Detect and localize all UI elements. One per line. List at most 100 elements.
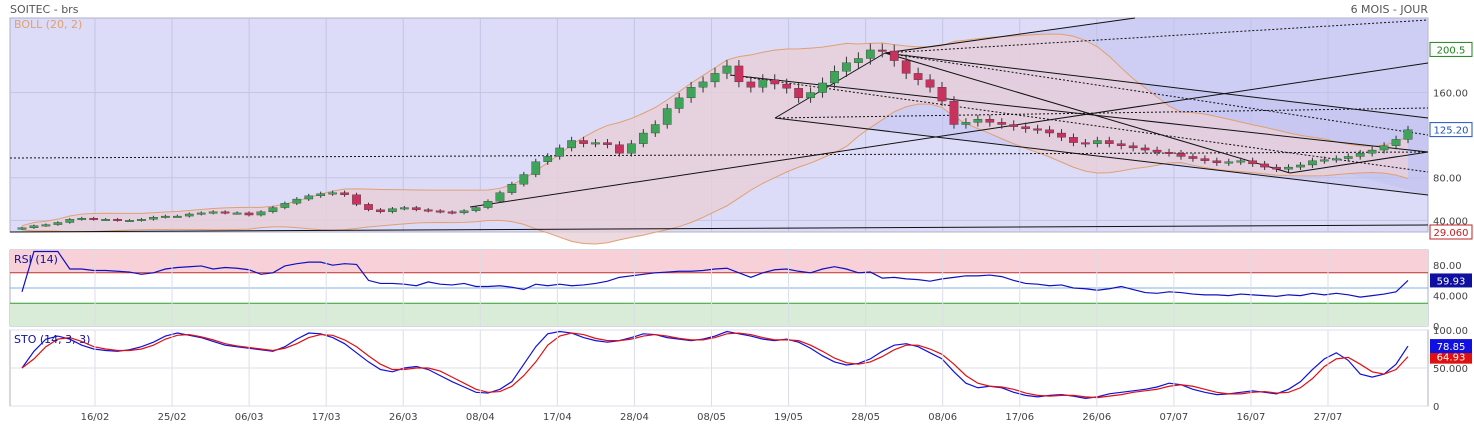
candle-up	[638, 132, 648, 144]
candle-down	[447, 211, 457, 214]
trend-line	[9, 224, 1429, 233]
candle-up	[1379, 145, 1389, 151]
candle-up	[1284, 166, 1293, 170]
x-tick-label: 08/05	[697, 412, 726, 423]
candle-down	[1057, 132, 1066, 138]
chart-period: 6 MOIS - JOUR	[1351, 3, 1429, 16]
x-tick-label: 07/07	[1159, 412, 1188, 423]
candle-up	[1343, 156, 1353, 159]
candle-up	[161, 215, 170, 218]
x-tick-label: 27/07	[1314, 412, 1343, 423]
candle-down	[734, 65, 744, 83]
candle-up	[1296, 164, 1305, 168]
x-tick-label: 16/07	[1237, 412, 1266, 423]
candle-up	[674, 97, 684, 109]
candle-up	[232, 212, 242, 215]
candle-down	[1116, 143, 1126, 146]
candle-down	[1009, 124, 1019, 127]
candle-down	[89, 218, 99, 220]
candle-up	[961, 122, 971, 125]
price-tick-label: 160.00	[1433, 89, 1468, 100]
candle-up	[65, 219, 75, 223]
x-tick-label: 28/04	[620, 412, 649, 423]
candle-up	[758, 79, 768, 88]
sto-line-k	[21, 330, 1409, 400]
trend-line	[469, 62, 1429, 208]
candle-down	[1045, 129, 1054, 134]
x-tick-label: 17/04	[543, 412, 572, 423]
candle-up	[196, 212, 206, 215]
candle-up	[328, 192, 337, 195]
candle-up	[137, 219, 146, 221]
candle-down	[889, 50, 899, 61]
candle-up	[1367, 149, 1377, 154]
candle-up	[53, 222, 63, 225]
candle-up	[29, 225, 39, 228]
candle-up	[842, 62, 851, 72]
candle-up	[818, 82, 827, 93]
candle-down	[877, 49, 887, 52]
candle-down	[1081, 142, 1090, 145]
sto-line-d	[21, 332, 1409, 399]
trend-line	[884, 52, 1429, 136]
trend-line	[884, 52, 1429, 119]
candle-down	[1152, 149, 1162, 153]
candle-up	[77, 218, 87, 220]
candle-down	[113, 219, 122, 221]
candle-up	[1320, 159, 1329, 162]
candle-up	[591, 142, 600, 145]
candle-up	[698, 81, 708, 88]
trend-line	[1289, 151, 1429, 174]
candle-up	[662, 108, 672, 125]
price-tick-label: 40.000	[1433, 216, 1468, 227]
trend-line	[884, 19, 1429, 54]
rsi-tick-label: 40.000	[1433, 292, 1468, 303]
rsi-oversold-zone	[10, 303, 1428, 326]
candle-up	[973, 119, 983, 123]
candle-down	[603, 142, 612, 145]
trend-line	[9, 151, 1429, 159]
candle-up	[304, 195, 314, 200]
boll-lower	[21, 103, 1409, 245]
candle-down	[925, 79, 935, 88]
trend-line	[774, 52, 886, 119]
candle-up	[388, 208, 397, 212]
rsi-label: RSI (14)	[14, 253, 58, 266]
candle-down	[1021, 126, 1030, 129]
candle-down	[1069, 137, 1078, 143]
x-tick-label: 28/05	[851, 412, 880, 423]
candle-up	[627, 143, 636, 154]
candle-down	[1200, 158, 1210, 161]
candle-up	[316, 193, 326, 197]
price-marker-label: 200.5	[1437, 45, 1466, 56]
candles	[17, 43, 1413, 230]
candle-up	[650, 124, 660, 134]
sto-tick-label: 0	[1433, 402, 1439, 413]
trend-line	[884, 17, 1136, 54]
candle-down	[997, 122, 1007, 125]
candle-down	[1164, 152, 1174, 154]
candle-down	[1248, 160, 1258, 165]
candle-down	[901, 60, 911, 74]
candle-down	[1033, 128, 1042, 131]
candle-up	[686, 87, 696, 99]
candle-down	[352, 194, 361, 205]
sto-marker-box	[1430, 339, 1472, 354]
trend-lines	[9, 17, 1429, 233]
candle-down	[770, 79, 780, 85]
candle-down	[220, 211, 230, 214]
sto-marker-box	[1430, 349, 1472, 364]
candle-up	[507, 183, 517, 193]
candle-down	[949, 100, 959, 125]
trend-line	[729, 74, 1429, 173]
x-tick-label: 19/05	[774, 412, 803, 423]
candle-up	[1236, 160, 1246, 163]
candle-up	[710, 73, 720, 83]
candle-up	[1355, 153, 1365, 157]
trend-line	[774, 117, 1429, 196]
rsi-marker-label: 59.93	[1437, 276, 1466, 287]
candle-up	[1331, 158, 1341, 161]
x-axis: 16/02 25/02 06/03 17/03 26/03 08/04 17/04 28/04…	[81, 250, 1343, 423]
